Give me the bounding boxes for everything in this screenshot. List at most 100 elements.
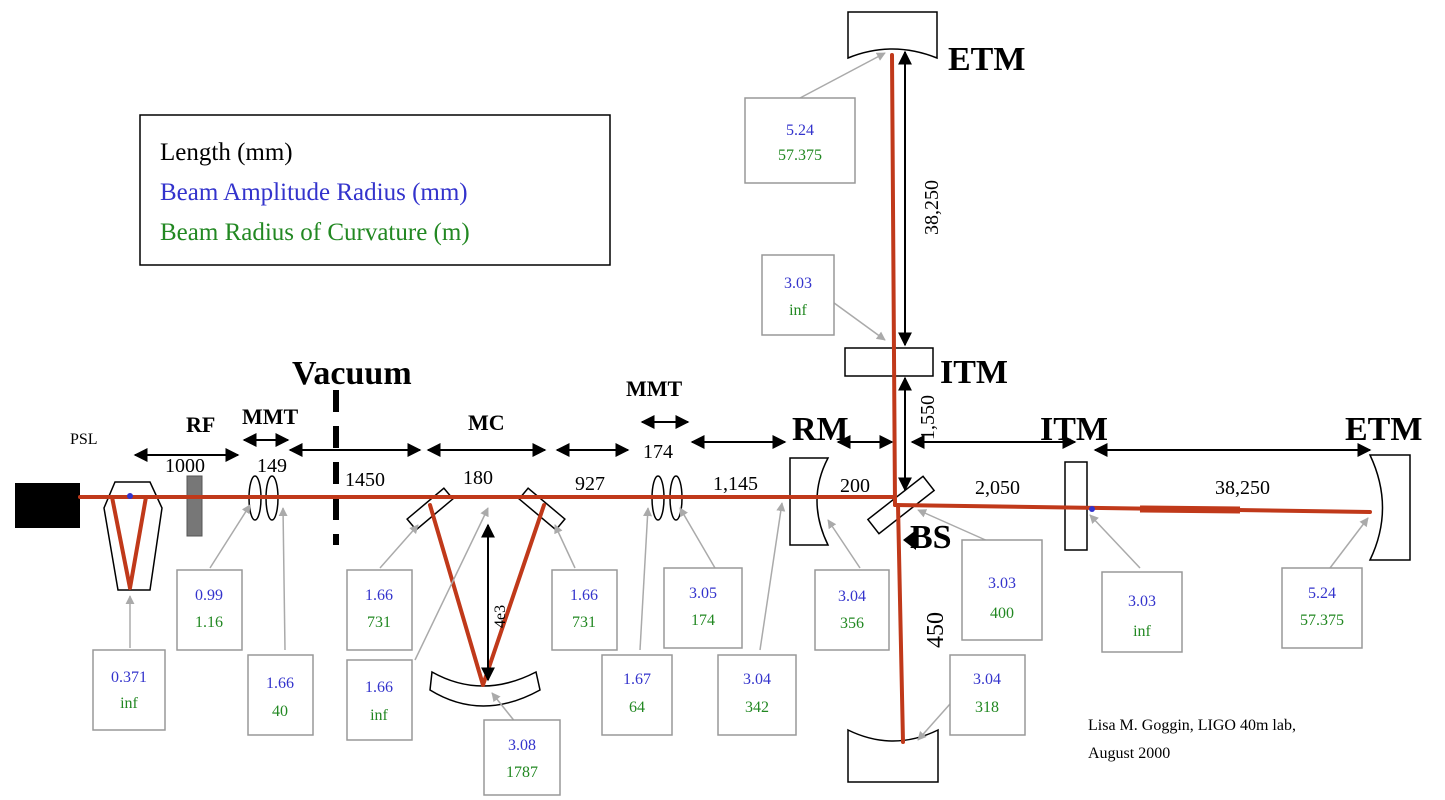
value-box-itm-right: 3.03 inf: [1101, 571, 1183, 653]
label-mc: MC: [468, 410, 505, 435]
label-itm-top: ITM: [940, 354, 1008, 391]
label-etm-top: ETM: [948, 41, 1025, 78]
itm-top-optic: [844, 347, 934, 377]
credit-line-2: August 2000: [1088, 745, 1170, 762]
itm-right-spot: [1089, 506, 1095, 512]
curv-value: inf: [370, 707, 388, 724]
rf-block: [186, 475, 203, 537]
curv-value: inf: [1133, 623, 1151, 640]
beam-top-arm: [890, 53, 897, 507]
amp-value: 1.66: [570, 587, 598, 604]
label-itm-right: ITM: [1040, 411, 1108, 448]
psl-spot: [127, 493, 133, 499]
legend-curvature: Beam Radius of Curvature (m): [160, 219, 470, 246]
value-box-bottom-mirror: 3.04 318: [949, 654, 1026, 736]
legend-length: Length (mm): [160, 139, 293, 166]
beam-psl-v: [110, 495, 148, 590]
value-box-mmt1-lens1: 0.99 1.16: [176, 569, 243, 651]
psl-housing: [103, 481, 163, 591]
beam-mc-v: [428, 503, 546, 687]
laser-block: [15, 483, 80, 528]
amp-value: 3.04: [743, 671, 771, 688]
dim-mc: 180: [463, 467, 493, 489]
dim-450: 450: [923, 612, 949, 648]
amp-value: 3.04: [838, 588, 866, 605]
curv-value: inf: [789, 302, 807, 319]
value-box-itm-top: 3.03 inf: [761, 254, 835, 336]
etm-top-optic: [847, 11, 938, 60]
amp-value: 3.03: [1128, 593, 1156, 610]
value-box-mmt1-lens2: 1.66 40: [247, 654, 314, 736]
label-mmt2: MMT: [626, 376, 683, 401]
ptr-mc-mirror2: [554, 524, 576, 569]
curv-value: 731: [367, 614, 391, 631]
value-box-mc-flat: 1.66 inf: [346, 659, 413, 741]
dim-200: 200: [840, 475, 870, 497]
ptr-itm-top: [829, 299, 886, 341]
amp-value: 0.371: [111, 669, 147, 686]
mc-curved-mirror: [429, 670, 541, 707]
beam-right-arm: [893, 503, 1372, 514]
amp-value: 1.67: [623, 671, 651, 688]
legend: Length (mm) Beam Amplitude Radius (mm) B…: [139, 114, 611, 266]
pointer-lines: [125, 52, 1369, 741]
value-box-mc-curved: 3.08 1787: [483, 719, 561, 796]
amp-value: 3.08: [508, 737, 536, 754]
amp-value: 3.03: [988, 575, 1016, 592]
ptr-etm-right: [1329, 517, 1369, 569]
dim-vac: 1450: [345, 469, 385, 491]
beam-right-thick: [1139, 505, 1241, 514]
amp-value: 0.99: [195, 587, 223, 604]
dim-mc-vert: 4e3: [492, 605, 509, 628]
label-bs: BS: [910, 519, 952, 556]
label-rm: RM: [792, 411, 849, 448]
label-psl: PSL: [70, 431, 98, 448]
ptr-rm: [827, 519, 861, 569]
ptr-rm-entry: [759, 502, 786, 651]
ptr-mc-mirror1: [379, 524, 419, 569]
bs-arrowhead: [903, 530, 916, 550]
curv-value: 1787: [506, 764, 538, 781]
value-box-rm: 3.04 356: [814, 569, 890, 651]
curv-value: 400: [990, 605, 1014, 622]
curv-value: 731: [572, 614, 596, 631]
value-box-mmt2-lens2: 3.05 174: [663, 567, 743, 649]
ptr-itm-right: [1089, 514, 1141, 569]
curv-value: 342: [745, 699, 769, 716]
dim-927: 927: [575, 473, 605, 495]
amp-value: 1.66: [365, 679, 393, 696]
dimension-arrows: [133, 50, 1372, 682]
value-box-rm-entry: 3.04 342: [717, 654, 797, 736]
credit-line-1: Lisa M. Goggin, LIGO 40m lab,: [1088, 717, 1296, 734]
value-boxes: 5.24 57.375 3.03 inf 0.371 inf 0.99 1.16…: [92, 97, 1363, 796]
amp-value: 3.04: [973, 671, 1001, 688]
amp-value: 1.66: [266, 675, 294, 692]
ptr-bs: [917, 509, 991, 543]
dim-1145: 1,145: [713, 473, 758, 495]
amp-value: 5.24: [786, 122, 814, 139]
value-box-psl: 0.371 inf: [92, 649, 166, 731]
dim-arm-top: 38,250: [921, 180, 943, 235]
amp-value: 5.24: [1308, 585, 1336, 602]
dim-2050: 2,050: [975, 477, 1020, 499]
amp-value: 1.66: [365, 587, 393, 604]
curv-value: 174: [691, 612, 715, 629]
dim-mmt2: 174: [643, 441, 673, 463]
label-rf: RF: [186, 412, 215, 437]
value-box-mmt2-lens1: 1.67 64: [601, 654, 673, 736]
curv-value: 57.375: [1300, 612, 1344, 629]
value-box-etm-top: 5.24 57.375: [744, 97, 856, 184]
bottom-mirror-optic: [847, 728, 939, 783]
value-box-bs: 3.03 400: [961, 539, 1043, 641]
curv-value: 57.375: [778, 147, 822, 164]
beam-path: [78, 53, 1372, 744]
curv-value: 356: [840, 615, 864, 632]
ptr-mmt1-lens2: [278, 507, 288, 651]
ptr-mmt2-lens2: [679, 507, 716, 569]
rm-mirror: [789, 457, 830, 546]
value-box-mc-mirror1: 1.66 731: [346, 569, 413, 651]
ptr-mmt2-lens1: [639, 507, 653, 651]
amp-value: 3.05: [689, 585, 717, 602]
dim-mmt1: 149: [257, 455, 287, 477]
